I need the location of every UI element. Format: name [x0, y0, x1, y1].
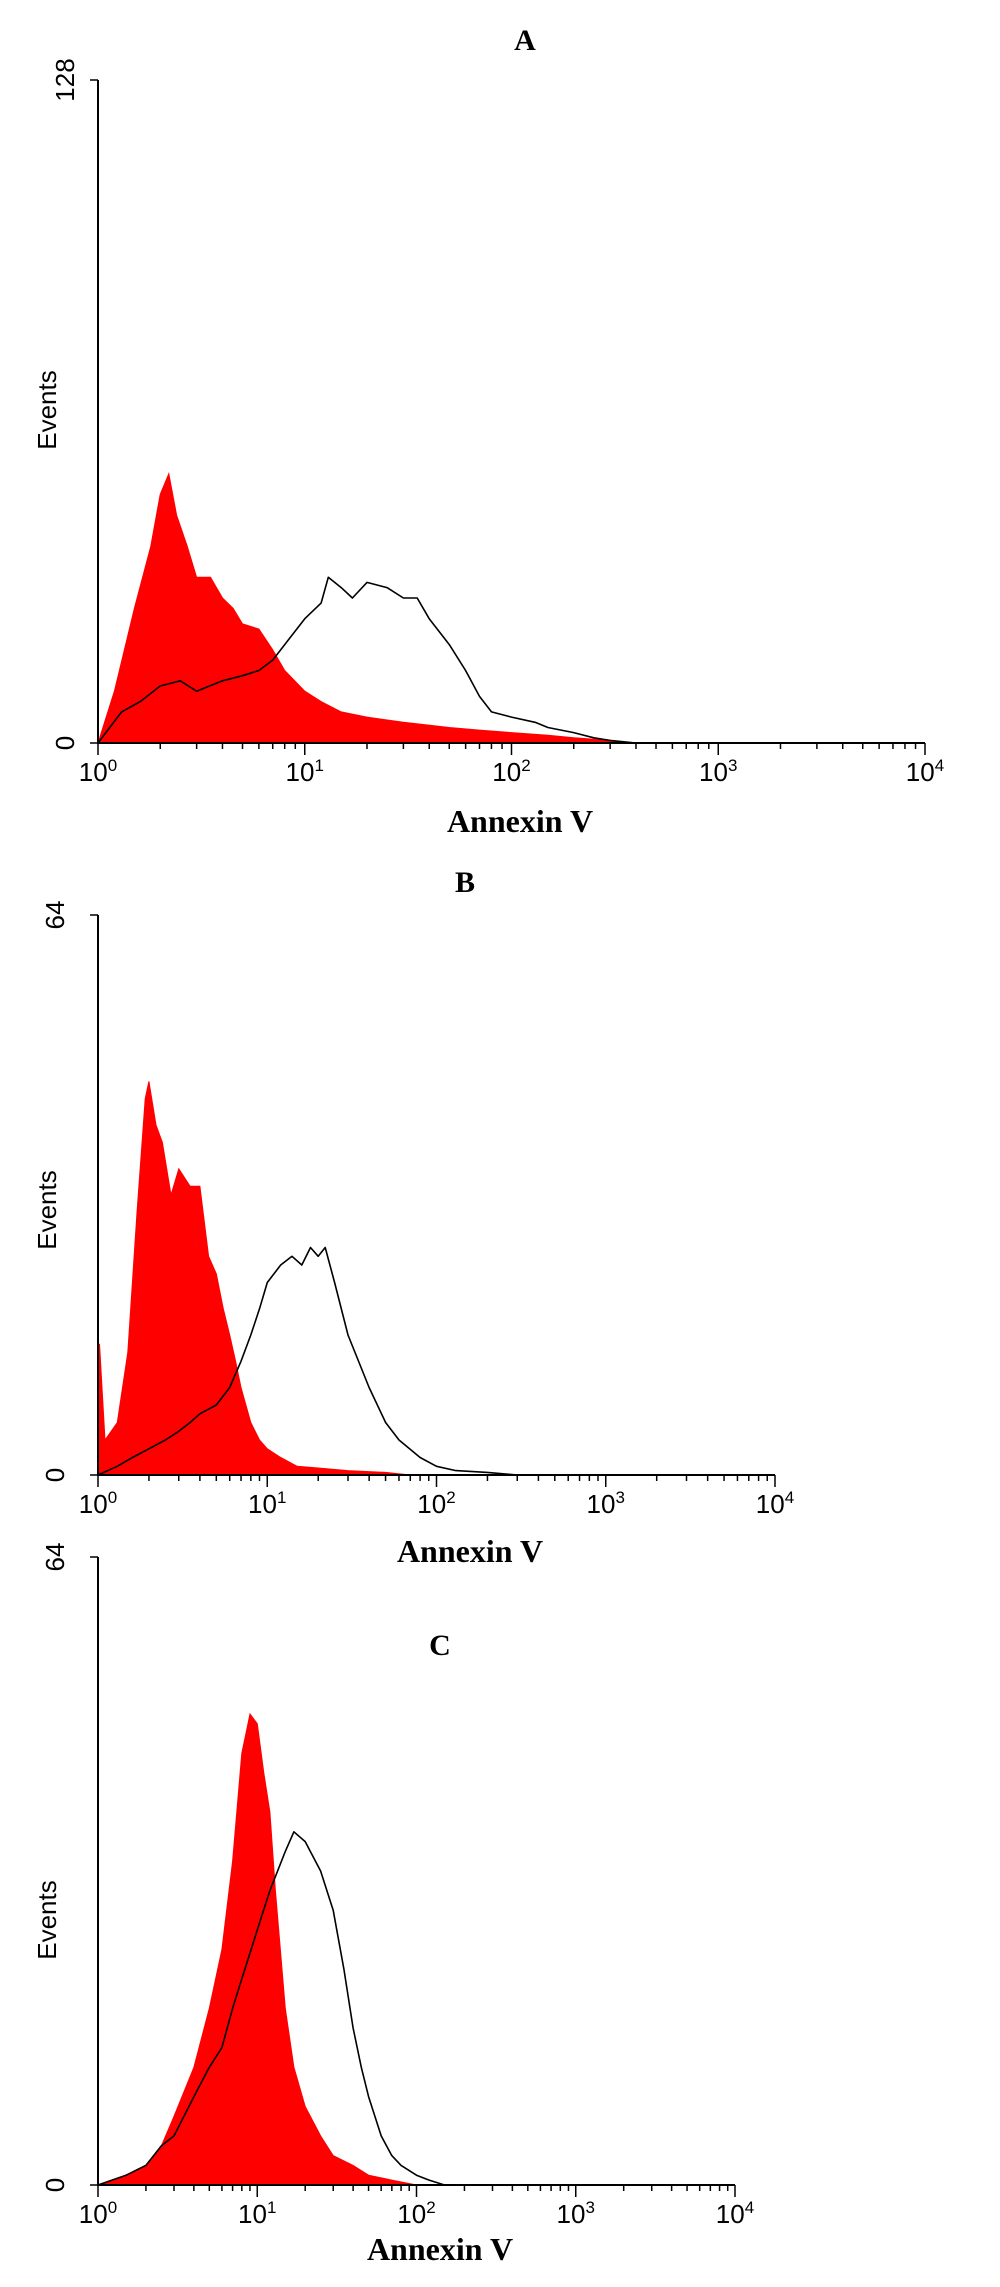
x-tick-label: 102: [397, 2198, 435, 2229]
y-axis-label: Events: [32, 370, 62, 450]
x-tick-label: 100: [79, 756, 117, 787]
x-tick-label: 104: [716, 2198, 754, 2229]
y-max-tick-label: 64: [40, 901, 70, 930]
y-axis-label: Events: [32, 1880, 62, 1960]
x-axis-label: Annexin V: [367, 2231, 513, 2267]
plot-area: [97, 1557, 735, 2186]
x-ticks: 100 101 102 103 104: [79, 914, 794, 1519]
x-axis-label: Annexin V: [447, 803, 593, 839]
plot-area: [97, 915, 775, 1476]
plot-area: [97, 80, 925, 744]
x-tick-label: 103: [699, 756, 737, 787]
panel-c: C 64 0 Events 100 101 102 103 104 Annexin V: [32, 1543, 754, 2267]
panel-b: B 64 0 Events 100 101 102 103 104 Annexin V: [32, 866, 794, 1569]
series-outline-histogram: [97, 1831, 445, 2186]
x-axis-label: Annexin V: [397, 1533, 543, 1569]
x-tick-label: 104: [906, 756, 944, 787]
x-tick-label: 101: [248, 1488, 286, 1519]
x-tick-label: 104: [756, 1488, 794, 1519]
series-filled-histogram: [97, 1081, 411, 1476]
series-outline-histogram: [97, 1246, 518, 1476]
y-max-tick-label: 128: [50, 58, 80, 101]
y-min-tick-label: 0: [50, 736, 80, 750]
x-ticks: 100 101 102 103 104: [79, 79, 944, 787]
y-max-tick-label: 64: [40, 1543, 70, 1572]
panel-title: C: [429, 1629, 451, 1662]
y-axis-label: Events: [32, 1170, 62, 1250]
x-tick-label: 103: [557, 2198, 595, 2229]
series-filled-histogram: [97, 471, 637, 744]
y-min-tick-label: 0: [40, 2178, 70, 2192]
x-tick-label: 101: [286, 756, 324, 787]
x-tick-label: 100: [79, 2198, 117, 2229]
x-tick-label: 100: [79, 1488, 117, 1519]
x-tick-label: 103: [587, 1488, 625, 1519]
x-tick-label: 101: [238, 2198, 276, 2229]
panel-title: A: [514, 24, 536, 57]
x-tick-label: 102: [492, 756, 530, 787]
series-filled-histogram: [97, 1712, 417, 2186]
x-ticks: 100 101 102 103 104: [79, 1556, 754, 2229]
panel-title: B: [455, 866, 475, 899]
y-min-tick-label: 0: [40, 1468, 70, 1482]
panel-a: A 128 0 Events 100 101 102 103 104 Annexin V: [32, 24, 944, 839]
series-outline-histogram: [97, 576, 637, 744]
x-tick-label: 102: [417, 1488, 455, 1519]
